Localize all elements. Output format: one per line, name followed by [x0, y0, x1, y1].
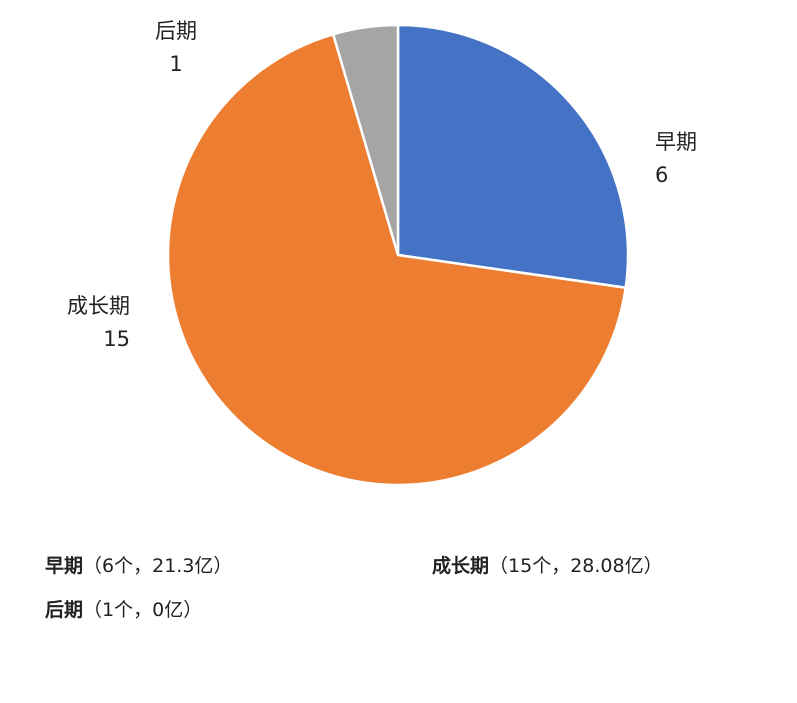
- legend-detail: （1个，0亿）: [83, 599, 202, 621]
- slice-label: 后期: [155, 19, 197, 43]
- slice-label: 成长期: [67, 294, 130, 318]
- legend-name: 早期: [45, 555, 83, 577]
- pie-slice: [396, 23, 630, 290]
- legend-name: 后期: [45, 599, 83, 621]
- legend-item: 早期（6个，21.3亿）: [45, 555, 232, 577]
- data-label: 6: [655, 163, 668, 187]
- legend-item: 成长期（15个，28.08亿）: [432, 554, 663, 577]
- slice-label: 早期: [655, 130, 697, 154]
- pie-slice: [331, 23, 400, 256]
- legend-detail: （6个，21.3亿）: [83, 555, 232, 577]
- legend-item: 后期（1个，0亿）: [45, 599, 202, 621]
- pie-slice: [166, 32, 628, 487]
- legend-name: 成长期: [432, 554, 489, 577]
- data-label: 1: [169, 52, 182, 76]
- legend-detail: （15个，28.08亿）: [489, 555, 663, 577]
- data-label: 15: [103, 327, 130, 351]
